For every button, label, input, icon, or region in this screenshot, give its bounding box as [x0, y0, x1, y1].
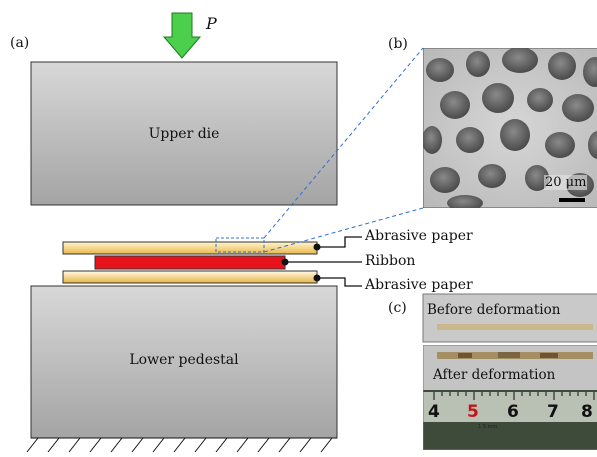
after-deformation-label: After deformation	[433, 367, 555, 383]
ruler-number: 8	[581, 402, 593, 422]
ribbon	[95, 256, 285, 269]
force-arrow-icon	[164, 13, 200, 58]
ruler-number: 4	[428, 402, 440, 422]
force-label: P	[206, 14, 217, 33]
leader-abrasive-top	[314, 237, 363, 251]
lower-pedestal-label: Lower pedestal	[31, 352, 337, 368]
panel-a-label: (a)	[10, 35, 29, 51]
leader-abrasive-bottom	[314, 275, 363, 287]
ruler-unit: 1 5 mm	[478, 424, 497, 430]
ground-hatching	[27, 438, 337, 452]
abrasive-paper-bottom-label: Abrasive paper	[365, 277, 473, 293]
scale-bar-label: 20 μm	[544, 175, 587, 190]
before-deformation-label: Before deformation	[427, 302, 560, 318]
abrasive-paper-top-label: Abrasive paper	[365, 228, 473, 244]
panel-c-label: (c)	[388, 300, 407, 316]
ruler-number: 5	[467, 402, 479, 422]
ruler-number: 6	[507, 402, 519, 422]
after-deformation-photo	[423, 345, 597, 450]
panel-b-label: (b)	[388, 36, 408, 52]
ruler-number: 7	[547, 402, 559, 422]
leader-ribbon	[282, 259, 363, 266]
upper-die-label: Upper die	[31, 126, 337, 142]
ribbon-label: Ribbon	[365, 253, 415, 269]
abrasive-paper-bottom	[63, 271, 317, 283]
